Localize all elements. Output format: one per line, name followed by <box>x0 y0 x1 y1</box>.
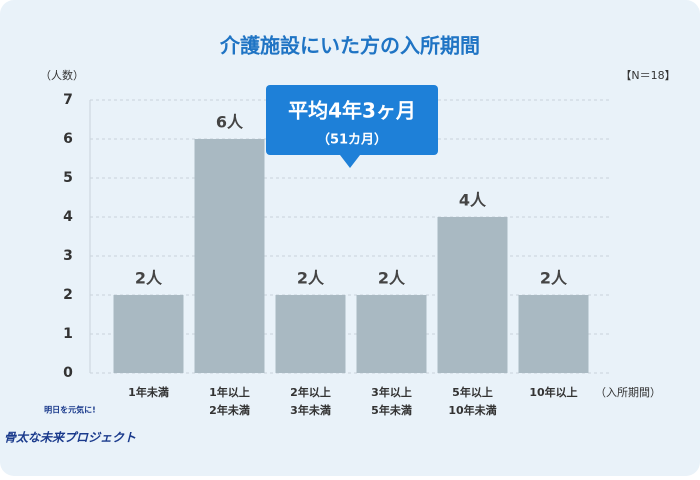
value-label: 4人 <box>459 191 487 210</box>
value-label: 2人 <box>135 269 163 288</box>
bar <box>275 295 346 373</box>
value-label: 2人 <box>540 269 568 288</box>
y-tick-label: 5 <box>63 170 73 186</box>
x-tick-label: 3年未満 <box>290 403 331 417</box>
value-label: 2人 <box>378 269 406 288</box>
value-label: 2人 <box>297 269 325 288</box>
callout-box <box>266 85 438 155</box>
note: 【N＝18】 <box>620 69 675 82</box>
y-axis-label: （人数） <box>40 69 84 82</box>
x-tick-label: 2年以上 <box>290 385 331 399</box>
y-tick-label: 6 <box>63 131 73 147</box>
y-tick-label: 7 <box>63 92 73 108</box>
logo: 明日を元気に! 骨太な未来プロジェクト <box>4 405 136 445</box>
chart-title: 介護施設にいた方の入所期間 <box>219 34 480 58</box>
bar <box>356 295 427 373</box>
x-tick-label: 10年以上 <box>529 385 577 399</box>
y-tick-label: 4 <box>63 209 73 225</box>
plot: 0 1 2 3 4 5 6 7 1年未満 2人 1年以上 2年未満 6人 2年以上 3年未満 2人 3年以上 5年… <box>63 92 610 417</box>
y-tick-label: 0 <box>63 365 73 381</box>
logo-name: 骨太な未来プロジェクト <box>4 431 136 445</box>
x-tick-label: 2年未満 <box>209 403 250 417</box>
x-tick-label: 10年未満 <box>448 403 496 417</box>
x-tick-label: 3年以上 <box>371 385 412 399</box>
y-tick-label: 1 <box>63 326 73 342</box>
bar <box>437 217 508 373</box>
x-tick-label: 1年未満 <box>128 385 169 399</box>
logo-tagline: 明日を元気に! <box>44 405 96 415</box>
x-tick-label: 5年以上 <box>452 385 493 399</box>
bar <box>194 139 265 373</box>
callout: 平均4年3ヶ月 （51カ月） <box>266 85 438 168</box>
annotation-sub: （51カ月） <box>317 132 387 148</box>
y-tick-label: 3 <box>63 248 73 264</box>
bar <box>518 295 589 373</box>
y-tick-label: 2 <box>63 287 73 303</box>
bar <box>113 295 184 373</box>
x-axis-label: （入所期間） <box>595 386 661 399</box>
x-tick-label: 1年以上 <box>209 385 250 399</box>
value-label: 6人 <box>216 113 244 132</box>
x-tick-label: 5年未満 <box>371 403 412 417</box>
callout-pointer <box>340 155 360 168</box>
annotation: 平均4年3ヶ月 <box>288 99 416 123</box>
